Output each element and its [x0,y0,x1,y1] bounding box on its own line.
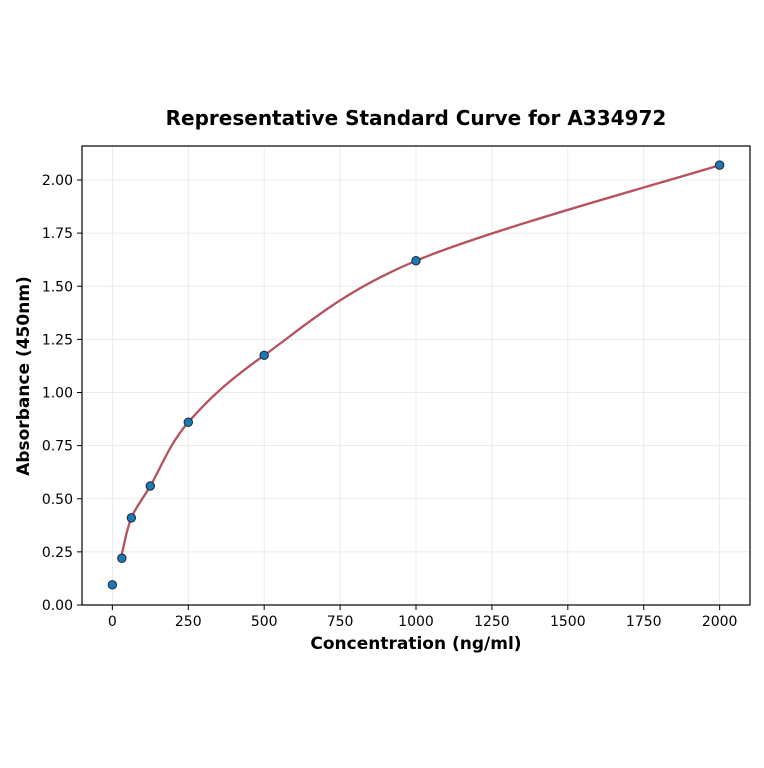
y-tick-label: 1.00 [42,386,73,402]
data-point [126,513,137,523]
x-axis-ticks: 0 250 500 750 1000 1250 1500 1750 2000 [108,605,738,630]
data-point [145,481,156,491]
x-tick-label: 250 [175,614,202,630]
data-point [107,580,118,590]
fit-curve [120,164,720,555]
y-axis-ticks: 0.00 0.25 0.50 0.75 1.00 1.25 1.50 1.75 2.00 [42,173,82,614]
x-tick-label: 500 [251,614,278,630]
x-tick-label: 1250 [474,614,510,630]
fit-curve-group [120,164,720,555]
data-point [411,256,421,266]
y-tick-label: 0.75 [42,439,73,455]
data-point [714,160,725,170]
data-point [117,553,127,563]
x-tick-label: 1000 [398,614,434,630]
y-tick-label: 1.25 [42,332,73,348]
y-tick-label: 0.00 [42,598,73,614]
grid [82,146,750,606]
chart-title: Representative Standard Curve for A33497… [166,106,667,130]
y-tick-label: 0.25 [42,545,73,561]
data-point [259,350,269,361]
data-point [183,417,193,427]
data-points [107,160,725,590]
y-tick-label: 0.50 [42,492,73,508]
x-tick-label: 1750 [626,614,662,630]
x-tick-label: 0 [108,614,117,630]
x-tick-label: 1500 [550,614,586,630]
y-tick-label: 2.00 [42,173,73,189]
y-tick-label: 1.75 [42,226,73,242]
y-axis-label: Absorbance (450nm) [14,276,34,476]
x-axis-label: Concentration (ng/ml) [310,634,521,654]
x-tick-label: 2000 [702,614,738,630]
y-tick-label: 1.50 [42,279,73,295]
x-tick-label: 750 [327,614,354,630]
